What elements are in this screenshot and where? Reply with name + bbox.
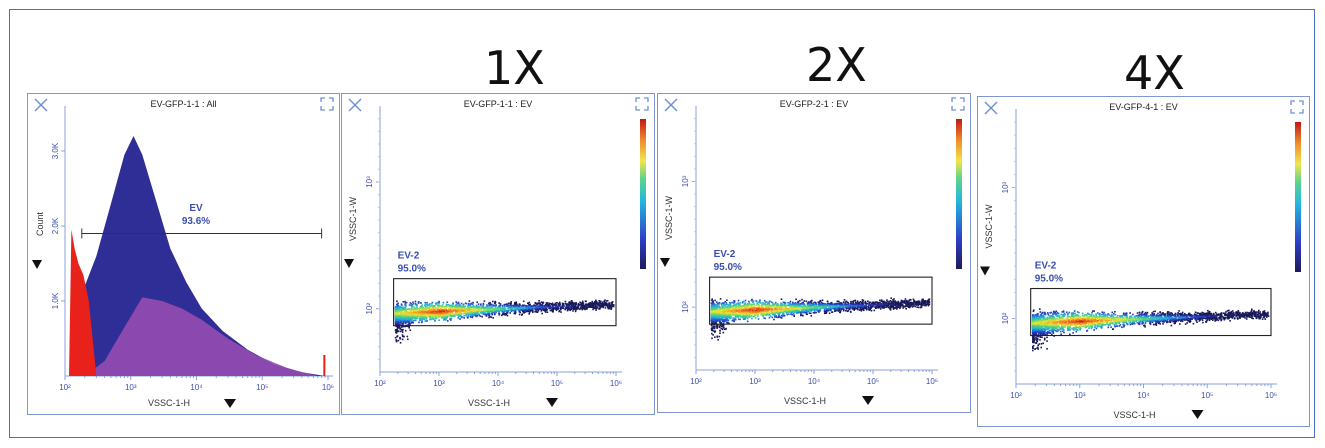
expand-icon[interactable] <box>635 97 649 111</box>
close-icon[interactable] <box>347 97 363 113</box>
histogram-panel: EV-GFP-1-1 : All Count VSSC-1-H 10² 10³ 10… <box>27 93 340 415</box>
density-plot-panel-2x: EV-GFP-2-1 : EV 10² 10³ 10⁴ 10⁵ 10⁶ 10² 10³ VSSC… <box>657 93 971 413</box>
expand-icon[interactable] <box>951 97 965 111</box>
y-axis-label: VSSC-1-W <box>348 197 358 242</box>
density-points <box>1031 308 1270 352</box>
gate-label: EV-2 <box>398 251 420 262</box>
x-tick-label: 10² <box>59 383 71 392</box>
x-tick-label: 10³ <box>1074 391 1086 400</box>
header-label-1x: 1X <box>484 41 545 95</box>
density-plot-panel-1x: EV-GFP-1-1 : EV 10² 10³ 10⁴ 10⁵ 10⁶ 10² 10³ VSSC… <box>341 93 655 415</box>
x-axis-dropdown-icon[interactable] <box>546 398 558 407</box>
y-axis-label: VSSC-1-W <box>984 204 994 249</box>
x-tick-label: 10² <box>1010 391 1022 400</box>
y-tick-label: 10² <box>1001 312 1010 324</box>
histogram-series-1 <box>84 297 318 376</box>
gate-percent: 95.0% <box>714 262 742 273</box>
panel-title: EV-GFP-4-1 : EV <box>1109 102 1178 112</box>
gate-percent: 95.0% <box>398 264 426 275</box>
x-axis-label: VSSC-1-H <box>1114 410 1156 420</box>
panel-title: EV-GFP-1-1 : All <box>150 99 217 109</box>
x-axis-label: VSSC-1-H <box>148 398 190 408</box>
y-tick-label: 10³ <box>365 176 374 188</box>
x-tick-label: 10⁶ <box>926 377 938 386</box>
gate-label: EV <box>189 203 203 214</box>
x-tick-label: 10³ <box>125 383 137 392</box>
y-axis-label: VSSC-1-W <box>664 196 674 241</box>
expand-icon[interactable] <box>320 97 334 111</box>
color-scale-bar <box>956 119 962 269</box>
x-axis-dropdown-icon[interactable] <box>1191 410 1204 419</box>
x-axis-label: VSSC-1-H <box>468 398 510 408</box>
color-scale-bar <box>640 119 646 269</box>
gate-label: EV-2 <box>714 249 736 260</box>
x-tick-label: 10⁵ <box>1201 391 1213 400</box>
x-axis-dropdown-icon[interactable] <box>224 399 236 408</box>
x-tick-label: 10³ <box>433 379 445 388</box>
x-tick-label: 10² <box>374 379 386 388</box>
histogram-plot: Count VSSC-1-H 10² 10³ 10⁴ 10⁵ 10⁶ 1.0K 2.0K 3… <box>32 106 334 408</box>
histogram-series-2 <box>69 229 97 376</box>
gate-rectangle <box>393 278 617 327</box>
gate-percent: 95.0% <box>1035 274 1063 285</box>
x-tick-label: 10⁴ <box>808 377 821 386</box>
x-tick-label: 10⁵ <box>551 379 563 388</box>
y-axis-dropdown-icon[interactable] <box>980 266 990 276</box>
y-axis-dropdown-icon[interactable] <box>660 258 670 267</box>
y-axis-label: Count <box>35 212 45 237</box>
figure-frame <box>9 9 1315 438</box>
x-tick-label: 10⁶ <box>610 379 622 388</box>
y-tick-label: 2.0K <box>51 217 60 234</box>
y-tick-label: 10² <box>365 303 374 315</box>
y-axis-dropdown-icon[interactable] <box>32 260 42 269</box>
gate-rectangle <box>1030 287 1272 337</box>
x-tick-label: 10⁶ <box>322 383 334 392</box>
x-tick-label: 10⁶ <box>1265 391 1277 400</box>
header-label-4x: 4X <box>1124 46 1185 100</box>
density-plot: 10² 10³ 10⁴ 10⁵ 10⁶ 10² 10³ VSSC-1-W VSSC-1-H EV-… <box>980 109 1301 420</box>
histogram-edge-spike <box>323 355 326 376</box>
density-plot: 10² 10³ 10⁴ 10⁵ 10⁶ 10² 10³ VSSC-1-W VSSC-1-H EV-… <box>344 106 646 408</box>
color-scale-bar <box>1295 122 1301 272</box>
y-axis-dropdown-icon[interactable] <box>344 259 354 268</box>
density-points <box>394 299 615 344</box>
expand-icon[interactable] <box>1290 100 1304 114</box>
density-plot: 10² 10³ 10⁴ 10⁵ 10⁶ 10² 10³ VSSC-1-W VSSC-1-H EV-… <box>660 106 962 406</box>
gate-label: EV-2 <box>1035 261 1057 272</box>
x-tick-label: 10⁴ <box>190 383 203 392</box>
density-plot-panel-4x: EV-GFP-4-1 : EV 10² 10³ 10⁴ 10⁵ 10⁶ 10² 10³ VSSC… <box>977 96 1310 427</box>
close-icon[interactable] <box>983 100 999 116</box>
header-label-2x: 2X <box>806 38 867 92</box>
x-tick-label: 10⁴ <box>492 379 505 388</box>
panel-title: EV-GFP-2-1 : EV <box>779 99 849 109</box>
x-tick-label: 10⁵ <box>867 377 879 386</box>
close-icon[interactable] <box>663 97 679 113</box>
y-tick-label: 10² <box>681 301 690 313</box>
y-tick-label: 1.0K <box>51 292 60 309</box>
x-axis-label: VSSC-1-H <box>784 396 826 406</box>
x-tick-label: 10⁵ <box>256 383 268 392</box>
panel-title: EV-GFP-1-1 : EV <box>463 99 533 109</box>
gate-percent: 93.6% <box>182 216 210 227</box>
y-tick-label: 3.0K <box>51 142 60 159</box>
density-points <box>710 297 931 341</box>
gate-rectangle <box>709 276 933 325</box>
y-tick-label: 10³ <box>1001 181 1010 193</box>
close-icon[interactable] <box>33 97 49 113</box>
y-tick-label: 10³ <box>681 175 690 187</box>
x-tick-label: 10³ <box>749 377 761 386</box>
x-axis-dropdown-icon[interactable] <box>862 396 874 405</box>
x-tick-label: 10⁴ <box>1137 391 1150 400</box>
x-tick-label: 10² <box>690 377 702 386</box>
